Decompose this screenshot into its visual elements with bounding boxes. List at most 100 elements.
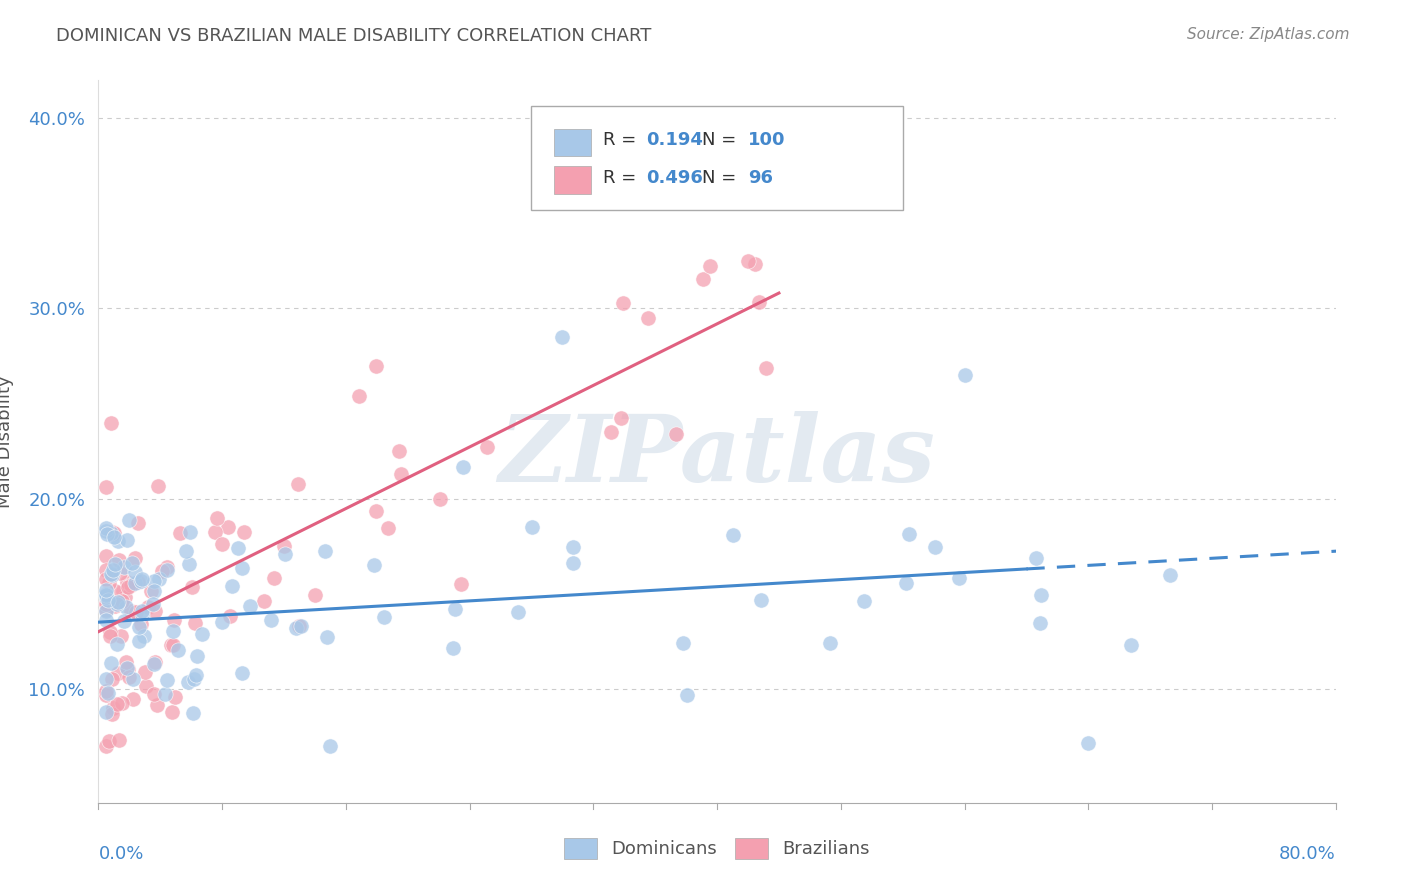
Point <box>179 525 201 540</box>
Point <box>441 641 464 656</box>
Point <box>162 638 184 652</box>
Point <box>190 627 212 641</box>
Point <box>744 257 766 271</box>
Point <box>108 566 131 580</box>
Point <box>114 600 136 615</box>
Point <box>894 575 917 590</box>
Point <box>1077 736 1099 750</box>
Point <box>143 655 166 669</box>
Point <box>315 630 337 644</box>
Point <box>231 665 253 680</box>
Point <box>97 592 120 607</box>
Point <box>114 590 136 604</box>
Point <box>174 544 197 558</box>
Point <box>104 558 127 572</box>
Point <box>146 479 169 493</box>
Point <box>115 533 138 548</box>
Point <box>304 588 326 602</box>
Point <box>112 560 135 574</box>
Point <box>148 572 170 586</box>
Point <box>124 575 146 590</box>
Text: DOMINICAN VS BRAZILIAN MALE DISABILITY CORRELATION CHART: DOMINICAN VS BRAZILIAN MALE DISABILITY C… <box>56 27 651 45</box>
Point <box>363 558 385 572</box>
Point <box>450 576 472 591</box>
Point <box>184 667 207 681</box>
Text: ZIPatlas: ZIPatlas <box>499 411 935 501</box>
Point <box>366 504 388 518</box>
Point <box>953 368 976 382</box>
Point <box>96 586 118 600</box>
Point <box>96 587 118 601</box>
Point <box>1159 568 1181 582</box>
Point <box>692 272 714 286</box>
Point <box>387 444 409 458</box>
Point <box>131 604 153 618</box>
Point <box>115 575 138 590</box>
Point <box>143 604 166 618</box>
Point <box>96 683 118 698</box>
Point <box>284 621 307 635</box>
Point <box>818 636 841 650</box>
Point <box>676 688 699 702</box>
Point <box>163 690 186 704</box>
Point <box>124 550 146 565</box>
Point <box>453 459 475 474</box>
Point <box>96 563 118 577</box>
Text: 96: 96 <box>748 169 773 186</box>
Point <box>226 541 249 556</box>
Point <box>129 574 152 588</box>
Text: R =: R = <box>603 131 643 149</box>
Point <box>108 552 131 566</box>
Point <box>180 580 202 594</box>
Point <box>122 672 145 686</box>
Point <box>139 583 162 598</box>
Text: 0.496: 0.496 <box>647 169 703 186</box>
Point <box>143 657 166 671</box>
Point <box>124 605 146 619</box>
Point <box>98 629 121 643</box>
Point <box>104 599 127 614</box>
Point <box>181 706 204 720</box>
Point <box>924 540 946 554</box>
Point <box>127 516 149 530</box>
Point <box>120 604 142 618</box>
Point <box>377 521 399 535</box>
Point <box>104 584 127 599</box>
Point <box>160 638 183 652</box>
Point <box>287 477 309 491</box>
Point <box>156 559 179 574</box>
Point <box>96 526 118 541</box>
Point <box>897 527 920 541</box>
Point <box>98 625 121 640</box>
FancyBboxPatch shape <box>531 105 903 211</box>
Point <box>551 330 574 344</box>
Text: R =: R = <box>603 169 643 186</box>
Point <box>120 578 142 592</box>
Point <box>103 530 125 544</box>
Point <box>184 616 207 631</box>
Point <box>101 700 124 714</box>
Point <box>205 511 228 525</box>
Point <box>150 564 173 578</box>
Point <box>599 425 621 439</box>
Point <box>101 524 124 539</box>
Point <box>142 574 165 588</box>
Point <box>118 670 141 684</box>
Point <box>211 615 233 629</box>
Point <box>135 679 157 693</box>
Point <box>219 608 242 623</box>
Point <box>107 665 129 680</box>
Point <box>721 528 744 542</box>
Point <box>122 692 145 706</box>
Point <box>748 295 770 310</box>
Text: 80.0%: 80.0% <box>1279 845 1336 863</box>
Point <box>96 688 118 702</box>
Point <box>96 672 118 686</box>
Point <box>290 618 312 632</box>
Point <box>134 665 156 679</box>
Point <box>444 602 467 616</box>
Point <box>114 655 136 669</box>
Point <box>852 594 875 608</box>
Point <box>204 524 226 539</box>
Point <box>239 599 262 614</box>
